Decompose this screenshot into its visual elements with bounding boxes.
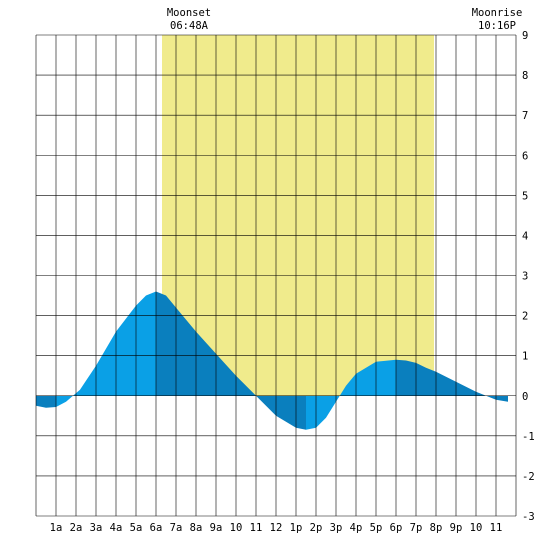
x-tick-label: 2p [310,522,323,534]
x-tick-label: 10 [230,522,243,534]
y-tick-label: -1 [522,431,535,443]
x-tick-label: 9p [450,522,463,534]
tide-area-segment [396,359,508,402]
x-tick-label: 3a [90,522,103,534]
x-tick-label: 7a [170,522,183,534]
y-tick-label: 5 [522,190,528,202]
x-tick-label: 3p [330,522,343,534]
x-tick-label: 5a [130,522,143,534]
x-tick-label: 12 [270,522,283,534]
y-tick-label: -2 [522,471,535,483]
tide-area-segment [156,291,306,430]
x-tick-label: 8a [190,522,203,534]
x-tick-label: 9a [210,522,223,534]
y-tick-label: 6 [522,150,528,162]
y-tick-label: 9 [522,30,528,42]
y-tick-label: 1 [522,351,528,363]
x-tick-label: 11 [250,522,263,534]
y-tick-label: 0 [522,391,528,403]
x-tick-label: 11 [490,522,503,534]
moonset-label: Moonset [167,7,211,19]
x-tick-label: 4p [350,522,363,534]
x-tick-label: 4a [110,522,123,534]
y-tick-label: 2 [522,311,528,323]
x-tick-label: 1p [290,522,303,534]
x-tick-label: 10 [470,522,483,534]
y-tick-label: 7 [522,110,528,122]
y-tick-label: 4 [522,230,528,242]
x-tick-label: 2a [70,522,83,534]
moonset-time: 06:48A [170,20,209,32]
y-tick-label: 3 [522,271,528,283]
x-tick-label: 6p [390,522,403,534]
tide-area-segment [306,359,396,430]
daylight-band [162,35,434,396]
x-tick-label: 8p [430,522,443,534]
y-tick-label: -3 [522,511,535,523]
tide-area-segment [56,291,156,407]
moonrise-label: Moonrise [472,7,523,19]
x-tick-label: 7p [410,522,423,534]
x-tick-label: 5p [370,522,383,534]
tide-area-segment [36,395,56,408]
y-tick-label: 8 [522,70,528,82]
x-tick-label: 1a [50,522,63,534]
moonrise-time: 10:16P [478,20,516,32]
x-tick-label: 6a [150,522,163,534]
